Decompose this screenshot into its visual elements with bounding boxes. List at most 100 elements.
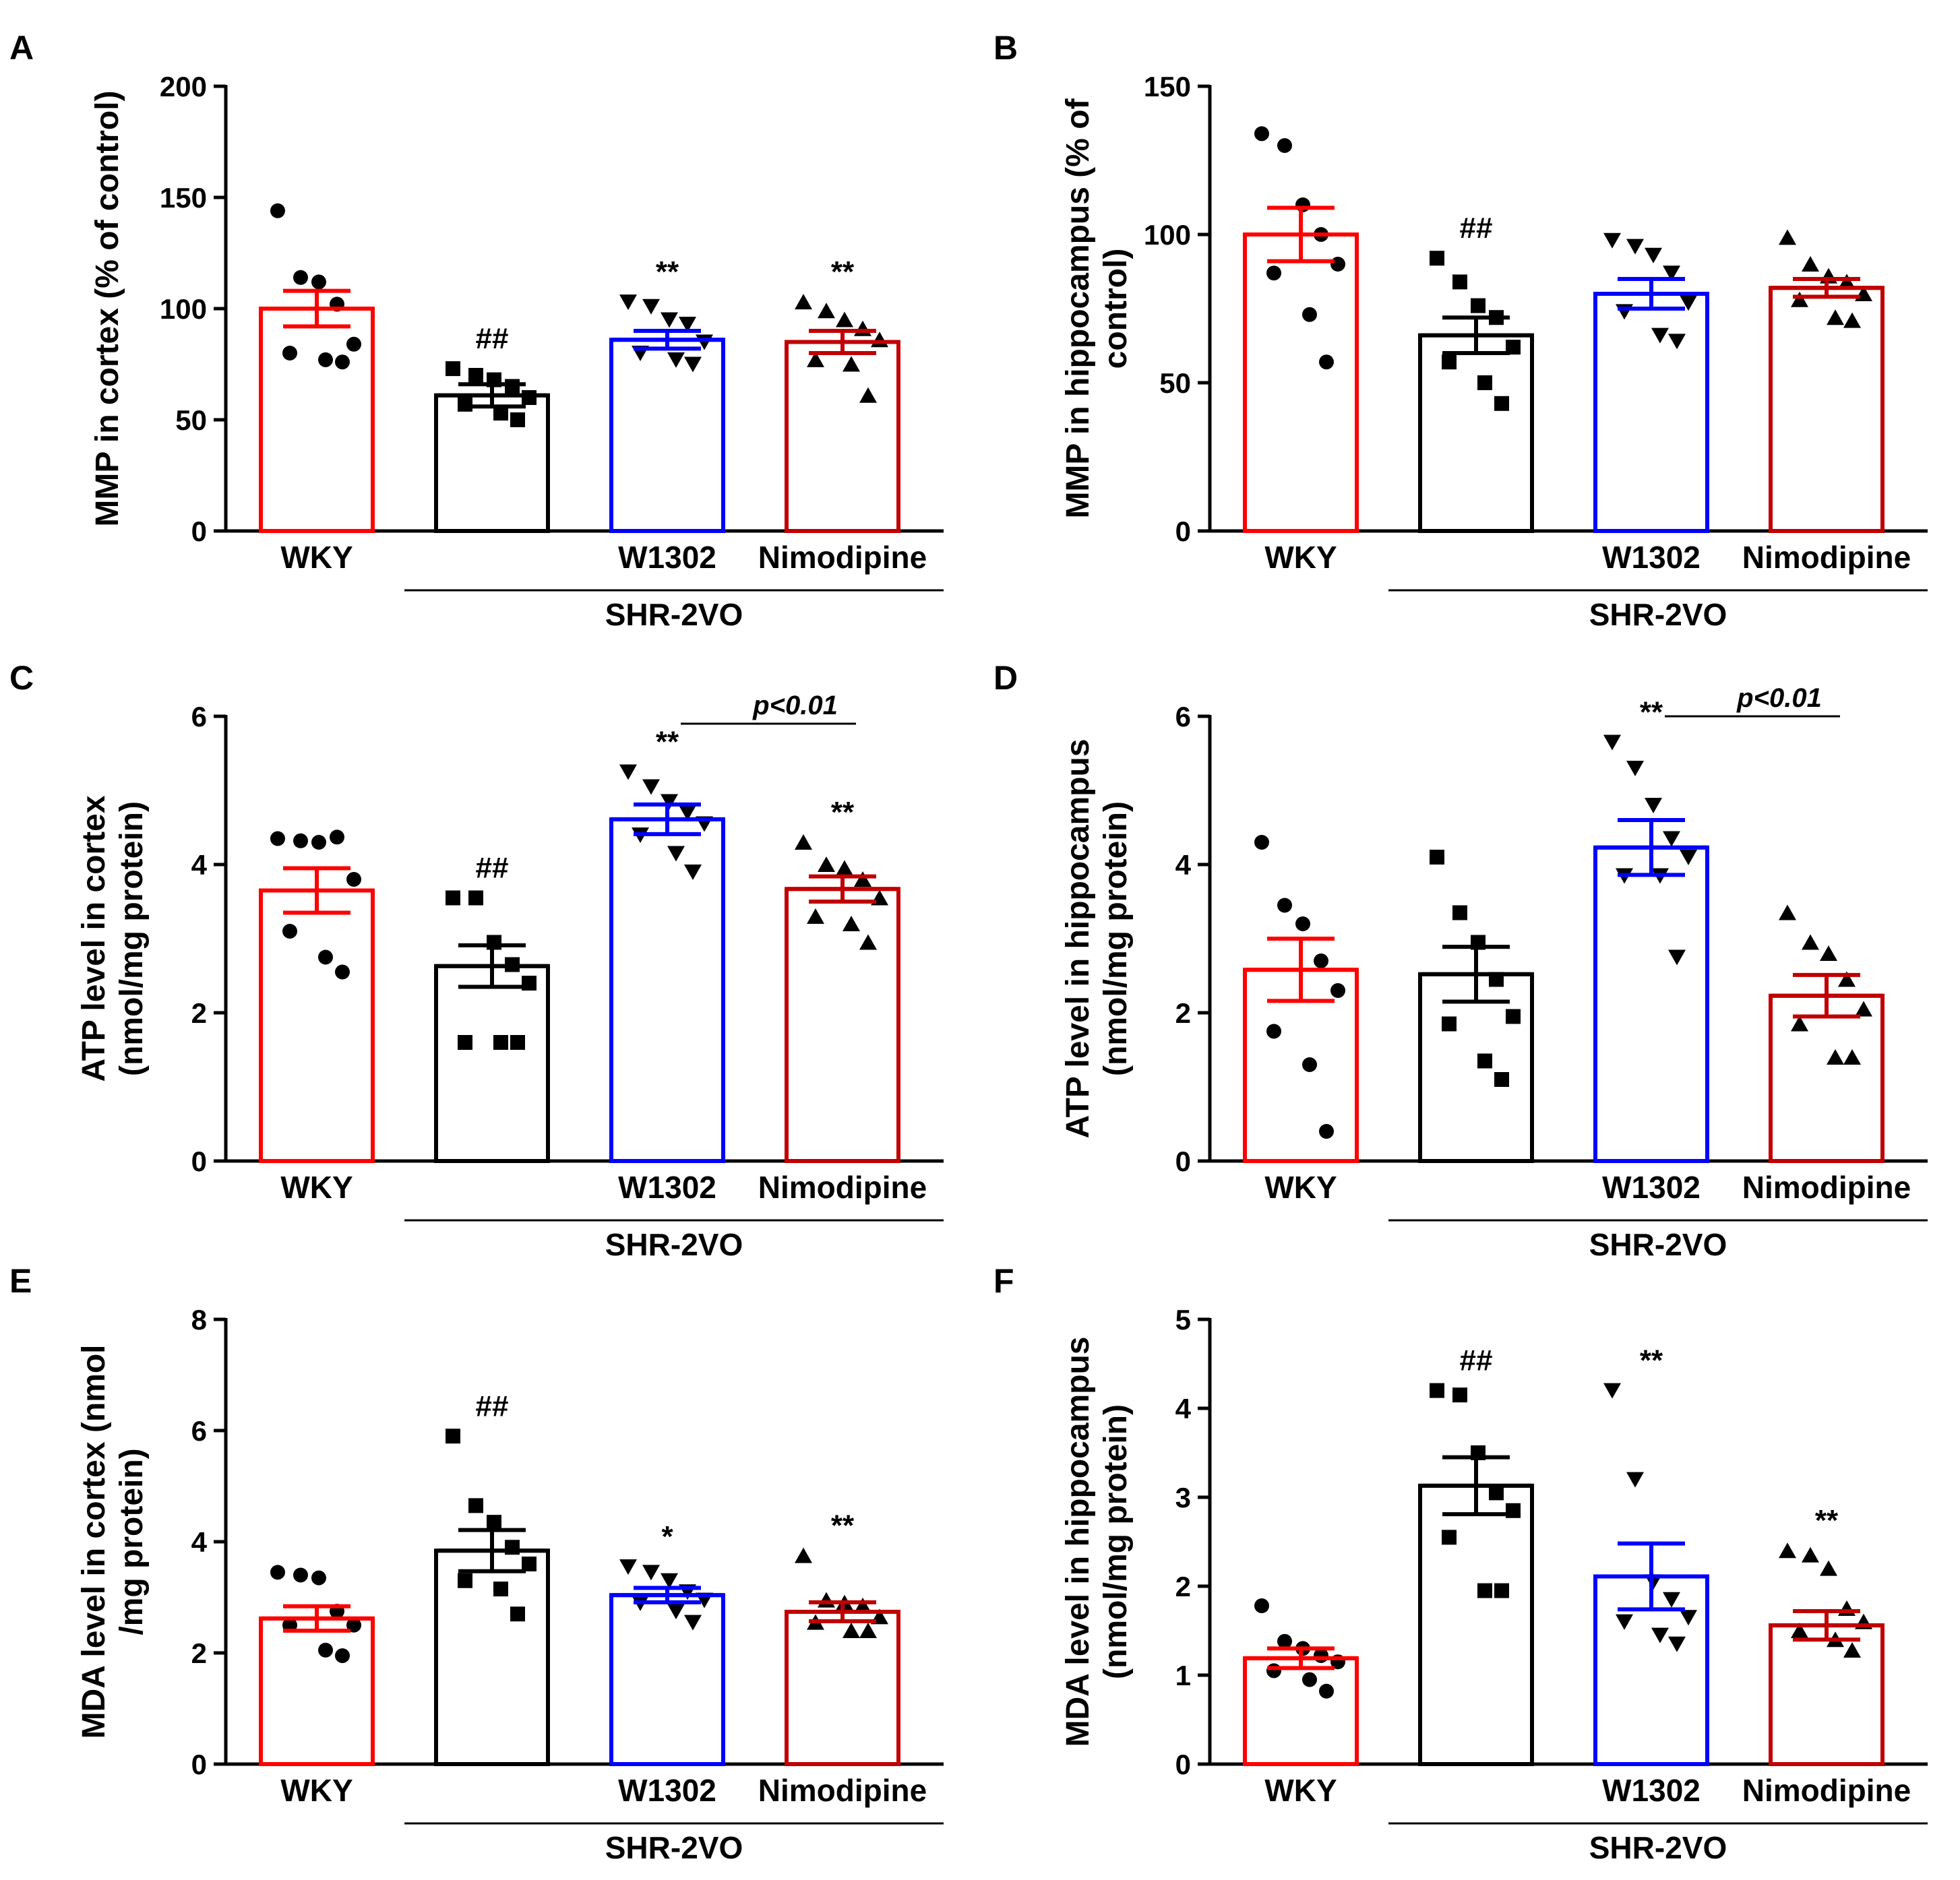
y-axis-title-line: /mg protein) (114, 1448, 150, 1635)
y-tick-label: 6 (191, 701, 207, 732)
data-point (1626, 761, 1644, 776)
significance-label: ** (656, 255, 679, 288)
data-point (684, 356, 702, 373)
y-axis-title-line: MMP in cortex (% of control) (90, 90, 125, 526)
data-point (667, 352, 685, 368)
data-point (270, 203, 285, 218)
data-point (1254, 835, 1269, 850)
data-point (446, 1429, 460, 1444)
data-point (311, 1570, 326, 1586)
data-point (346, 872, 361, 887)
y-tick-label: 100 (160, 293, 207, 325)
y-tick-label: 1 (1175, 1660, 1191, 1691)
data-point (818, 303, 835, 319)
data-point (335, 1648, 350, 1664)
data-point (1319, 1683, 1334, 1699)
bar-nimodipine (785, 1609, 900, 1766)
data-point (1266, 265, 1281, 281)
data-point (311, 835, 326, 850)
data-point (1330, 983, 1345, 998)
data-point (1442, 1530, 1457, 1545)
data-point (522, 390, 537, 405)
data-point (642, 299, 660, 315)
x-category-label: WKY (1264, 1773, 1337, 1808)
data-point (505, 379, 520, 394)
data-point (1452, 905, 1467, 920)
y-tick-label: 8 (191, 1304, 207, 1336)
y-tick-label: 3 (1175, 1482, 1191, 1513)
y-tick-label: 100 (1144, 219, 1191, 251)
bar-w1302 (609, 1593, 725, 1766)
bar-w1302 (1593, 845, 1709, 1163)
data-point (458, 1035, 472, 1050)
data-point (1330, 257, 1345, 272)
data-point (854, 871, 871, 887)
data-point (458, 1573, 472, 1588)
y-tick-label: 0 (1175, 1749, 1191, 1780)
data-point (1680, 850, 1697, 865)
data-point (468, 368, 483, 383)
data-point (346, 336, 361, 352)
data-point (493, 406, 508, 421)
data-point (1802, 1546, 1819, 1563)
data-point (1295, 916, 1310, 931)
group-label: SHR-2VO (605, 1830, 743, 1865)
significance-label: ** (1640, 1344, 1663, 1377)
data-point (270, 1565, 285, 1580)
bar-nimodipine (1769, 1623, 1885, 1767)
y-axis-title-line: (nmol/mg protein) (1098, 1404, 1134, 1679)
y-tick-label: 4 (191, 849, 208, 881)
data-point (836, 860, 853, 876)
data-point (795, 834, 812, 850)
data-point (1791, 1015, 1808, 1032)
data-point (270, 831, 285, 846)
data-point (510, 1606, 525, 1622)
bar-w1302 (1593, 292, 1709, 533)
data-point (661, 1573, 678, 1589)
y-tick-label: 0 (1175, 515, 1191, 547)
data-point (493, 1035, 508, 1050)
data-point (458, 396, 472, 412)
data-point (1779, 1542, 1796, 1559)
data-point (1855, 1001, 1872, 1017)
p-value-label: p<0.01 (1736, 683, 1822, 713)
data-point (854, 320, 871, 336)
y-tick-label: 2 (1175, 1571, 1191, 1602)
bar-wky (1243, 1656, 1359, 1766)
x-category-label: W1302 (618, 1170, 716, 1205)
panel-letter: A (9, 29, 34, 67)
group-label: SHR-2VO (1589, 1830, 1727, 1865)
panel-letter: E (9, 1262, 32, 1300)
x-category-label: W1302 (1602, 540, 1701, 575)
bar-nimodipine (1769, 993, 1885, 1163)
data-point (1489, 1485, 1504, 1501)
data-point (1843, 1642, 1861, 1658)
data-point (318, 352, 333, 367)
data-point (1827, 309, 1844, 325)
x-category-label: W1302 (1602, 1170, 1701, 1205)
data-point (1603, 734, 1621, 751)
data-point (1506, 340, 1521, 355)
y-tick-label: 5 (1175, 1304, 1191, 1336)
significance-label: ** (1815, 1504, 1839, 1537)
data-point (1430, 251, 1444, 266)
data-point (446, 890, 460, 906)
data-point (1254, 126, 1269, 142)
bar-wky (1243, 232, 1359, 533)
data-point (818, 856, 835, 872)
significance-label: ## (476, 852, 509, 885)
data-point (468, 890, 483, 906)
y-axis-title: MMP in hippocampus (% ofcontrol) (1060, 98, 1134, 518)
data-point (282, 346, 297, 361)
y-tick-label: 200 (160, 71, 207, 102)
data-point (859, 934, 877, 950)
x-category-label: WKY (280, 1170, 353, 1205)
data-point (468, 1498, 483, 1513)
x-category-label: Nimodipine (758, 540, 927, 575)
y-tick-label: 0 (191, 515, 207, 547)
data-point (619, 294, 637, 311)
data-point (1494, 396, 1509, 411)
significance-label: ** (831, 1509, 855, 1542)
data-point (1314, 953, 1328, 968)
